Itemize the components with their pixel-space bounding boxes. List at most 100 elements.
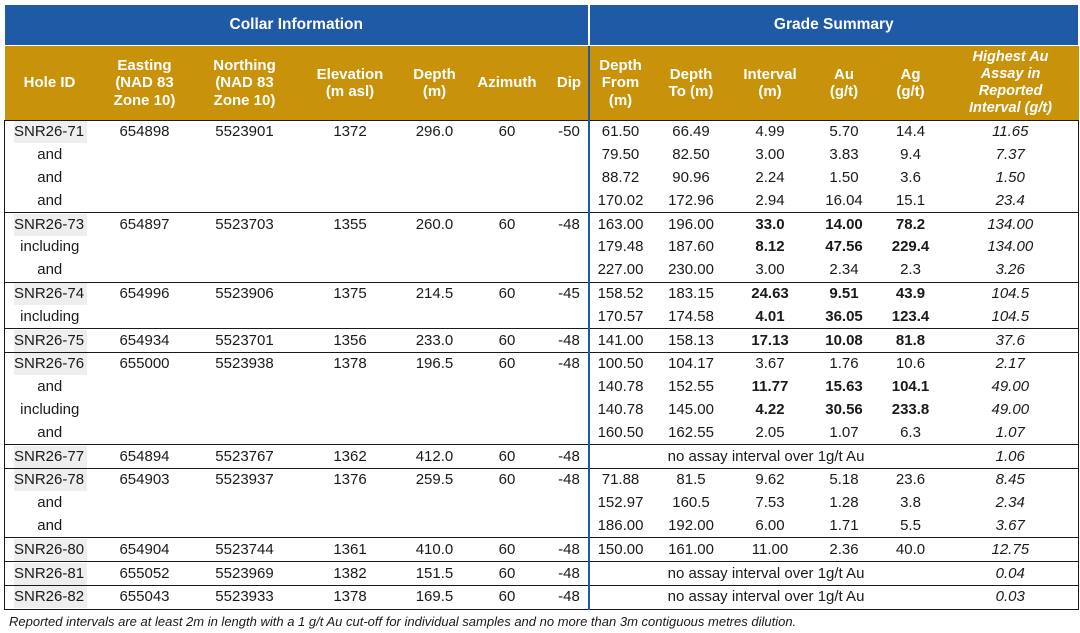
ag-grade-cell: 233.8 [891,400,930,418]
column-header-line: Ag [900,65,921,83]
empty-cell [295,236,406,259]
empty-cell [406,236,464,259]
empty-cell [406,167,464,190]
highest-au-cell: 11.65 [942,119,1080,144]
au-grade-cell: 5.18 [809,467,879,492]
highest-au-cell: 3.26 [942,258,1080,283]
empty-cell [295,144,406,167]
highest-au-cell: 134.00 [942,212,1080,236]
interval-cell: 2.24 [755,168,785,186]
no-assay-note: no assay interval over 1g/t Au [587,584,943,610]
interval-cell: 3.67 [730,351,810,376]
table-row: and 186.00 192.00 6.00 1.71 5.5 3.67 [4,514,1080,538]
hole-id: SNR26-71 [14,121,88,144]
empty-cell [95,236,195,259]
hole-id-cell: SNR26-75 [4,328,95,353]
ag-grade-cell: 6.3 [900,423,921,441]
depth-to-cell: 145.00 [668,400,714,418]
column-header-line: Assay in [980,66,1041,82]
highest-au-cell: 49.00 [942,398,1080,422]
dip-cell: -48 [550,561,589,586]
empty-cell [551,144,589,167]
table-row: SNR26-77 654894 5523767 1362 412.0 60 -48 no as… [4,444,1080,469]
easting-cell: 655043 [94,584,195,610]
dip-cell: -48 [550,328,589,353]
table-row: and 152.97 160.5 7.53 1.28 3.8 2.34 [4,491,1080,515]
column-header-line: (m) [608,91,633,109]
depth-from-cell: 150.00 [587,537,652,562]
interval-cell: 6.00 [755,516,785,534]
depth-to-cell: 162.55 [668,423,714,441]
table-row: SNR26-80 654904 5523744 1361 410.0 60 -48 150.0… [4,537,1080,562]
column-header-row: Hole ID Easting (NAD 83 Zone 10) Northing (NA… [4,45,1079,121]
interval-cell: 2.94 [755,191,785,209]
depth-cell: 169.5 [405,584,464,610]
depth-from-cell: 163.00 [587,212,652,236]
depth-from-cell: 141.00 [587,328,652,353]
highest-au-cell: 104.5 [942,305,1080,329]
ag-grade-cell: 10.6 [878,351,943,376]
elevation-cell: 1376 [294,467,406,492]
interval-qualifier-cell: including [4,235,95,259]
hole-id-cell: SNR26-80 [4,537,95,562]
empty-cell [95,421,195,444]
empty-cell [406,376,464,399]
empty-cell [95,305,195,328]
empty-cell [95,189,195,212]
table-row: and 170.02 172.96 2.94 16.04 15.1 23.4 [4,189,1080,213]
depth-cell: 410.0 [405,537,464,562]
depth-from-cell: 88.72 [587,166,652,190]
ag-grade-cell: 104.1 [891,378,930,396]
empty-cell [295,305,406,328]
highest-au-cell: 2.17 [942,351,1080,376]
interval-qualifier-cell: and [4,375,95,399]
empty-cell [464,515,551,538]
table-row: SNR26-76 655000 5523938 1378 196.5 60 -48 100.5… [4,351,1080,376]
column-header-line: Interval [743,65,797,83]
hole-id-cell: SNR26-73 [4,212,95,236]
elevation-cell: 1382 [294,561,406,586]
column-header-line: Zone 10) [113,91,176,109]
depth-cell: 233.0 [405,328,464,353]
column-header-line: Azimuth [477,74,537,92]
empty-cell [551,376,589,399]
depth-to-cell: 82.50 [672,146,710,164]
empty-cell [295,399,406,422]
drill-results-table: Collar Information Grade Summary Hole ID… [3,4,1080,610]
dip-cell: -48 [550,584,589,610]
empty-cell [464,399,551,422]
empty-cell [406,492,464,515]
empty-cell [195,492,295,515]
depth-from-cell: 170.57 [587,305,652,329]
au-grade-cell: 1.07 [829,423,859,441]
column-header-line: Easting [117,56,172,74]
dip-cell: -48 [550,537,589,562]
depth-cell: 196.5 [405,351,464,376]
interval-cell: 2.05 [755,423,785,441]
column-header-line: From [601,74,640,92]
highest-au-cell: 37.6 [942,328,1080,353]
au-grade-cell: 36.05 [825,307,863,325]
column-header-line: Interval (g/t) [969,100,1053,116]
column-header-line: (m) [758,83,782,100]
table-row: SNR26-82 655043 5523933 1378 169.5 60 -48 no as… [4,584,1080,610]
depth-to-cell: 161.00 [651,537,731,562]
depth-to-cell: 152.55 [668,378,714,396]
empty-cell [464,236,551,259]
column-header-line: (m asl) [325,83,375,100]
depth-to-cell: 174.58 [668,307,714,325]
hole-id: SNR26-78 [14,469,88,492]
ag-grade-cell: 43.9 [878,281,943,306]
au-grade-cell: 1.76 [809,351,879,376]
empty-cell [406,259,464,282]
empty-cell [95,167,195,190]
table-row: SNR26-81 655052 5523969 1382 151.5 60 -48 no as… [4,561,1080,586]
empty-cell [551,492,589,515]
au-grade-cell: 47.56 [825,238,863,256]
depth-from-cell: 227.00 [587,258,652,283]
interval-qualifier-cell: and [4,258,95,283]
table-row: including 179.48 187.60 8.12 47.56 229.4 134.0… [4,235,1080,259]
depth-cell: 151.5 [405,561,464,586]
au-grade-cell: 1.50 [829,168,859,186]
elevation-cell: 1378 [294,351,406,376]
